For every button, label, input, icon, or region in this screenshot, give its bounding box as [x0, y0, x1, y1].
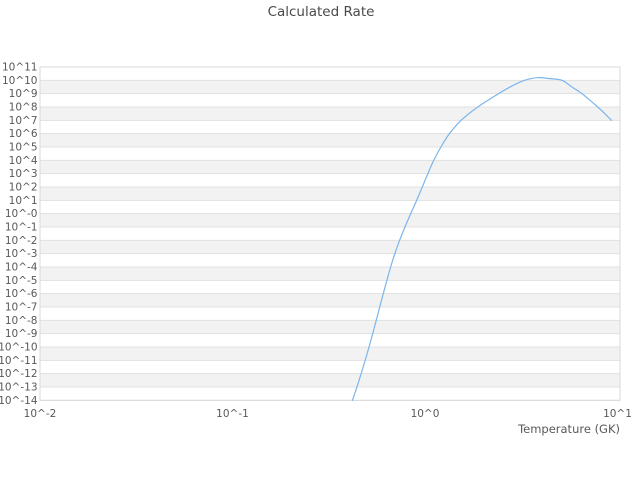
grid-band	[40, 306, 620, 321]
y-tick-label: 10^-10	[0, 341, 38, 353]
chart-title: Calculated Rate	[267, 4, 375, 20]
y-tick-label: 10^7	[9, 115, 38, 127]
y-tick-label: 10^-14	[0, 395, 38, 407]
x-tick-label: 10^-2	[24, 408, 57, 420]
y-tick-label: 10^-12	[0, 368, 38, 380]
grid-band	[40, 146, 620, 161]
grid-bands	[40, 67, 620, 401]
y-tick-label: 10^-5	[5, 275, 38, 287]
y-tick-label: 10^9	[9, 88, 38, 100]
grid-band	[40, 386, 620, 401]
grid-band	[40, 253, 620, 267]
grid-band	[40, 373, 620, 387]
y-tick-label: 10^-0	[5, 208, 38, 220]
y-tick-label: 10^1	[9, 195, 38, 207]
x-axis-tick-labels: 10^-2 10^-1 10^0 10^1	[24, 408, 632, 420]
grid-band	[40, 320, 620, 334]
y-tick-label: 10^2	[9, 181, 38, 193]
y-tick-label: 10^-2	[5, 235, 38, 247]
x-axis-title: Temperature (GK)	[517, 422, 620, 436]
grid-band	[40, 333, 620, 347]
y-tick-label: 10^-1	[5, 221, 38, 233]
grid-band	[40, 280, 620, 294]
grid-band	[40, 360, 620, 374]
grid-band	[40, 173, 620, 187]
y-tick-label: 10^-6	[5, 288, 38, 300]
rate-curve-line	[351, 77, 613, 401]
y-tick-label: 10^-7	[5, 301, 38, 313]
y-tick-label: 10^5	[9, 141, 38, 153]
grid-band	[40, 200, 620, 214]
grid-band	[40, 160, 620, 174]
y-tick-label: 10^10	[2, 75, 38, 87]
grid-band	[40, 133, 620, 147]
grid-band	[40, 213, 620, 227]
y-tick-label: 10^3	[9, 168, 38, 180]
y-tick-label: 10^-3	[5, 248, 38, 260]
grid-band	[40, 240, 620, 254]
grid-band	[40, 80, 620, 94]
grid-band	[40, 67, 620, 81]
grid-band	[40, 346, 620, 361]
x-tick-label: 10^0	[411, 408, 440, 420]
y-tick-label: 10^11	[2, 62, 38, 74]
plot-border	[39, 66, 621, 401]
y-tick-label: 10^4	[9, 155, 38, 167]
x-tick-label: 10^1	[603, 408, 632, 420]
y-tick-label: 10^-9	[5, 328, 38, 340]
grid-band	[40, 93, 620, 107]
grid-band	[40, 120, 620, 134]
grid-band	[40, 293, 620, 307]
grid-band	[40, 186, 620, 201]
grid-band	[40, 106, 620, 121]
y-tick-label: 10^-8	[5, 315, 38, 327]
y-tick-label: 10^8	[9, 101, 38, 113]
y-tick-label: 10^-4	[5, 261, 38, 273]
grid-band	[40, 226, 620, 241]
y-tick-label: 10^-11	[0, 355, 38, 367]
y-axis-tick-labels: 10^1110^1010^910^810^710^610^510^410^310…	[0, 62, 38, 407]
grid-band	[40, 266, 620, 281]
x-tick-label: 10^-1	[216, 408, 249, 420]
y-tick-label: 10^6	[9, 128, 38, 140]
y-tick-label: 10^-13	[0, 381, 38, 393]
